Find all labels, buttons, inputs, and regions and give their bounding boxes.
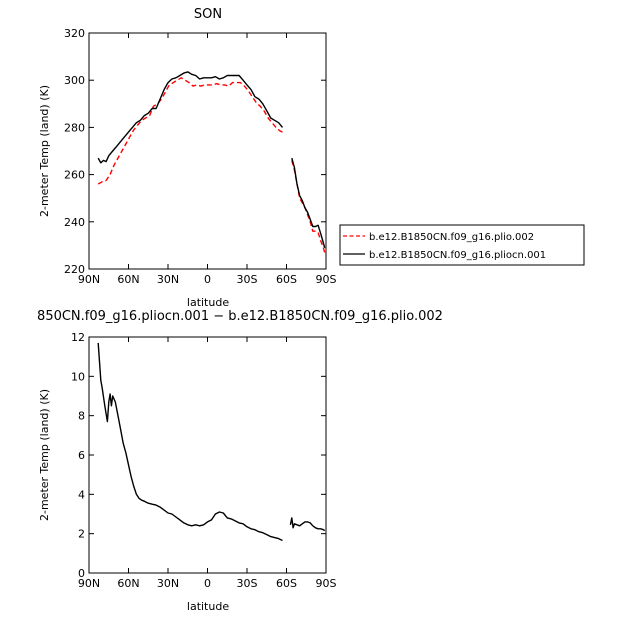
bottom-xtick-label: 60N	[117, 577, 139, 590]
top-series-1-segment-1	[291, 157, 326, 248]
top-chart-lines	[97, 71, 326, 253]
bottom-plot-frame	[88, 336, 327, 574]
bottom-chart-axes: 90N 60N 30N 0 30S 60S 90S 0 2 4 6 8 10 12	[71, 331, 337, 590]
top-xtick-label: 60S	[276, 273, 297, 286]
bottom-chart-ylabel: 2-meter Temp (land) (K)	[38, 389, 51, 521]
top-chart-title: SON	[194, 7, 222, 22]
top-xtick-label: 30N	[157, 273, 179, 286]
top-plot-frame	[88, 32, 327, 270]
top-ytick-label: 260	[64, 169, 85, 182]
legend-label-pliocn-001: b.e12.B1850CN.f09_g16.pliocn.001	[369, 250, 546, 261]
bottom-xtick-label: 0	[204, 577, 211, 590]
bottom-chart-title: 850CN.f09_g16.pliocn.001 − b.e12.B1850CN…	[37, 309, 443, 324]
bottom-ytick-label: 4	[78, 488, 85, 501]
top-chart-ylabel: 2-meter Temp (land) (K)	[38, 85, 51, 217]
top-xtick-label: 60N	[117, 273, 139, 286]
bottom-ytick-label: 8	[78, 410, 85, 423]
bottom-chart-xlabel: latitude	[187, 600, 229, 613]
top-ytick-label: 220	[64, 263, 85, 276]
bottom-xtick-label: 60S	[276, 577, 297, 590]
top-chart-panel: SON 90N 60N 30N 0 30S 60S 90S 220 240 260 280 300 32…	[38, 7, 337, 309]
top-xtick-label: 0	[204, 273, 211, 286]
bottom-ytick-label: 0	[78, 567, 85, 580]
top-xtick-label: 90S	[316, 273, 337, 286]
bottom-ytick-label: 10	[71, 370, 85, 383]
top-xtick-label: 30S	[237, 273, 258, 286]
top-chart-xlabel: latitude	[187, 296, 229, 309]
top-series-0-segment-0	[97, 77, 283, 185]
top-xtick-label: 90N	[78, 273, 100, 286]
top-ytick-label: 300	[64, 74, 85, 87]
bottom-xtick-label: 90S	[316, 577, 337, 590]
top-chart-legend: b.e12.B1850CN.f09_g16.plio.002 b.e12.B18…	[339, 224, 585, 266]
bottom-chart-panel: 850CN.f09_g16.pliocn.001 − b.e12.B1850CN…	[37, 309, 443, 613]
bottom-xtick-label: 30S	[237, 577, 258, 590]
bottom-xtick-label: 90N	[78, 577, 100, 590]
top-ytick-label: 320	[64, 27, 85, 40]
top-chart-axes: 90N 60N 30N 0 30S 60S 90S 220 240 260 280 300 320	[64, 27, 337, 286]
top-series-1-segment-0	[97, 71, 284, 164]
top-ytick-label: 240	[64, 216, 85, 229]
bottom-ytick-label: 2	[78, 528, 85, 541]
bottom-series-0-segment-1	[289, 517, 326, 532]
top-series-0-segment-1	[291, 160, 326, 253]
bottom-chart-lines	[97, 342, 326, 542]
legend-label-plio-002: b.e12.B1850CN.f09_g16.plio.002	[369, 232, 534, 243]
bottom-xtick-label: 30N	[157, 577, 179, 590]
bottom-ytick-label: 12	[71, 331, 85, 344]
bottom-series-0-segment-0	[97, 342, 283, 542]
top-ytick-label: 280	[64, 121, 85, 134]
bottom-ytick-label: 6	[78, 449, 85, 462]
legend-box	[339, 224, 585, 266]
